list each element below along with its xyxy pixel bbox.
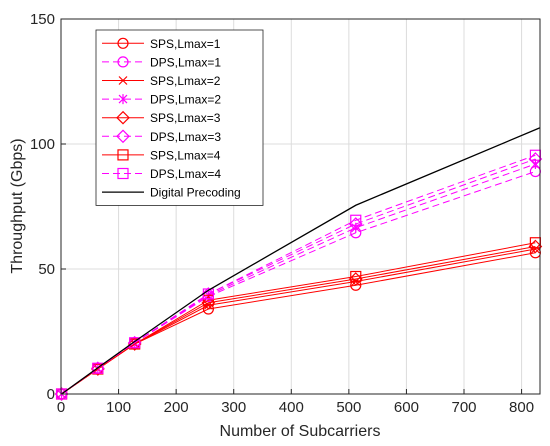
y-tick-label: 0 (47, 386, 55, 403)
legend-label: DPS,Lmax=1 (150, 55, 221, 69)
x-tick-label: 700 (451, 399, 476, 416)
legend-entry: DPS,Lmax=1 (102, 55, 221, 69)
legend-marker (116, 110, 130, 125)
y-tick-label: 150 (30, 11, 55, 28)
data-point (350, 214, 362, 226)
legend-marker (117, 167, 129, 180)
data-point (348, 217, 363, 231)
y-tick-label: 100 (30, 136, 55, 153)
data-point (528, 239, 543, 254)
legend-entry: Digital Precoding (102, 186, 241, 200)
data-point (92, 362, 104, 374)
legend-entry: SPS,Lmax=2 (102, 74, 221, 88)
legend-entry: SPS,Lmax=3 (102, 110, 221, 125)
grid-lines (61, 19, 540, 394)
x-tick-label: 100 (106, 399, 131, 416)
data-point (350, 279, 362, 291)
legend-label: DPS,Lmax=3 (150, 130, 221, 144)
data-series (54, 127, 543, 401)
x-tick-label: 200 (164, 399, 189, 416)
x-tick-label: 600 (394, 399, 419, 416)
series-line (61, 127, 541, 395)
y-axis-label: Throughput (Gbps) (9, 138, 26, 273)
data-point (530, 244, 540, 254)
legend-entry: SPS,Lmax=4 (102, 148, 221, 162)
legend-marker (116, 129, 130, 144)
x-tick-label: 800 (509, 399, 534, 416)
x-axis-label: Number of Subcarriers (220, 423, 381, 440)
x-tick-label: 500 (336, 399, 361, 416)
data-point (350, 270, 362, 283)
legend-label: SPS,Lmax=2 (150, 74, 221, 88)
legend-label: DPS,Lmax=4 (150, 167, 221, 181)
legend-marker (117, 149, 129, 161)
legend-label: SPS,Lmax=4 (150, 148, 221, 162)
axis-ticks: 0 100 200 300 400 500 600 700 800 0 50 100 150 (30, 11, 534, 416)
legend-label: Digital Precoding (150, 186, 241, 200)
legend-label: SPS,Lmax=1 (150, 37, 221, 51)
legend-label: DPS,Lmax=2 (150, 93, 221, 107)
data-point (201, 295, 216, 310)
x-tick-label: 0 (57, 399, 65, 416)
data-point (202, 294, 214, 306)
legend-entry: DPS,Lmax=2 (102, 93, 221, 107)
legend-marker (118, 76, 128, 85)
legend-marker (118, 94, 128, 105)
plot-frame (60, 18, 541, 395)
series-8 (61, 127, 541, 395)
legend: SPS,Lmax=1 DPS,Lmax=1 SPS,Lmax=2 DPS,Lmax=2… (95, 29, 264, 206)
legend-label: SPS,Lmax=3 (150, 111, 221, 125)
legend-marker (117, 37, 129, 49)
data-point (54, 387, 69, 401)
legend-marker (117, 56, 129, 68)
y-tick-label: 50 (38, 261, 55, 278)
x-tick-label: 400 (279, 399, 304, 416)
legend-entry: DPS,Lmax=3 (102, 129, 221, 144)
data-point (202, 303, 214, 315)
series-line (61, 242, 536, 395)
data-point (129, 337, 141, 349)
x-tick-label: 300 (221, 399, 246, 416)
legend-entry: DPS,Lmax=4 (102, 167, 221, 181)
legend-entry: SPS,Lmax=1 (102, 37, 221, 51)
